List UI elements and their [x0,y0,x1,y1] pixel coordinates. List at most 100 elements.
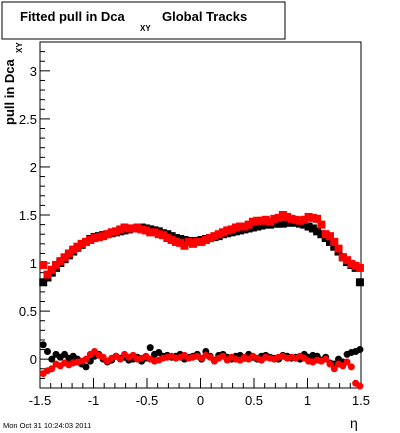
data-point-square [52,260,61,269]
y-tick-label: 3 [30,64,37,79]
data-point-square [39,278,48,287]
data-point-square [330,237,339,246]
data-point-square [300,220,309,229]
data-point-square [184,237,193,246]
data-point-square [116,225,125,234]
data-point-circle [146,344,154,352]
data-point-square [171,237,180,246]
data-point-square [146,228,155,237]
data-point-square [270,214,279,223]
chart-title-subscript: XY [140,24,151,33]
data-point-square [167,235,176,244]
data-point-circle [48,355,56,363]
data-point-square [274,219,283,228]
data-point-circle [326,360,334,368]
data-point-square [137,225,146,234]
x-tick-label: -1.5 [29,393,51,408]
data-point-square [120,223,129,232]
x-axis-label: η [350,415,358,431]
data-point-square [308,213,317,222]
data-point-square [257,221,266,230]
x-tick-label: -0.5 [136,393,158,408]
y-tick-label: 0 [30,352,37,367]
data-point-square [43,270,52,279]
data-point-square [291,215,300,224]
data-point-circle [343,358,351,366]
x-tick-label: 0.5 [245,393,263,408]
data-point-circle [322,355,330,363]
data-point-square [77,239,86,248]
data-point-circle [330,365,338,373]
data-point-square [270,219,279,228]
data-point-square [180,235,189,244]
data-point-square [47,265,56,274]
title-box: Fitted pull in Dca XY Global Tracks [1,1,286,40]
data-point-square [180,241,189,250]
data-point-square [124,224,133,233]
data-point-circle [82,355,90,363]
y-axis-label: pull in Dca [2,59,17,126]
data-point-square [206,234,215,243]
data-point-square [274,213,283,222]
data-point-square [313,214,322,223]
data-point-circle [43,347,51,355]
data-point-square [133,223,142,232]
data-point-square [73,242,82,251]
data-point-square [253,222,262,231]
data-point-square [334,244,343,253]
data-point-circle [48,365,56,373]
x-tick-label: -1 [88,393,100,408]
data-point-square [82,237,91,246]
data-point-square [90,234,99,243]
data-point-circle [39,341,47,349]
x-tick-label: 1 [304,393,311,408]
data-point-square [338,253,347,262]
data-point-square [56,257,65,266]
x-tick-label: 1.5 [352,393,370,408]
data-point-square [278,211,287,219]
data-point-square [240,222,249,231]
data-point-square [304,222,313,231]
data-point-circle [356,382,364,390]
axes: -1.5 -1 -0.5 0 0.5 1 1.5 0 0.5 1 1.5 2 2.5 3 [19,41,370,408]
data-point-square [317,230,326,239]
data-point-square [141,226,150,235]
data-point-square [257,216,266,225]
data-point-square [248,223,257,232]
chart-title: Fitted pull in Dca [20,9,125,24]
data-point-square [283,212,292,221]
data-point-square [287,214,296,223]
y-tick-label: 2 [30,160,37,175]
data-point-square [261,215,270,224]
data-point-square [253,216,262,225]
data-point-square [159,231,168,240]
data-point-square [227,225,236,234]
data-point-square [214,230,223,239]
data-point-square [86,235,95,244]
data-point-square [321,230,330,239]
data-point-square [248,217,257,226]
data-point-circle [82,363,90,371]
data-point-square [94,233,103,242]
data-point-square [244,220,253,229]
data-point-square [236,222,245,231]
data-point-square [261,220,270,229]
data-point-square [278,219,287,228]
data-point-square [197,237,206,246]
data-point-square [129,224,138,233]
series-3 [39,347,364,390]
data-point-square [69,245,78,254]
data-point-square [300,215,309,224]
data-point-square [189,239,198,248]
title-box-frame [1,1,286,40]
data-point-square [296,216,305,225]
data-point-square [325,237,334,246]
data-point-square [330,242,339,251]
y-tick-label: 1.5 [19,208,37,223]
data-point-square [223,226,232,235]
data-point-square [355,263,364,272]
data-point-square [231,223,240,232]
data-point-square [308,224,317,233]
y-tick-label: 0.5 [19,304,37,319]
